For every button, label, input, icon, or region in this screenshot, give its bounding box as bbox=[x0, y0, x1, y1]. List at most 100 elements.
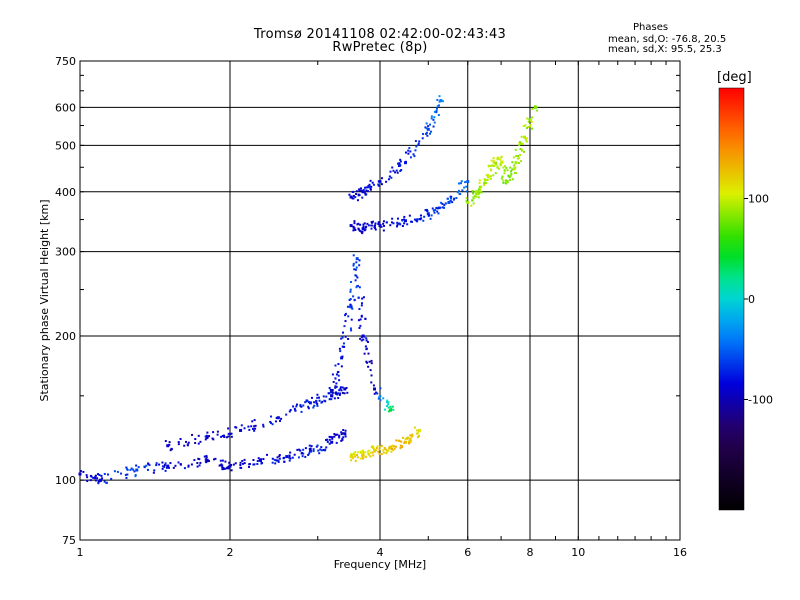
data-point bbox=[96, 477, 99, 480]
x-tick-label: 10 bbox=[571, 546, 585, 559]
data-point bbox=[494, 172, 497, 175]
data-point bbox=[155, 464, 158, 467]
data-point bbox=[357, 193, 360, 196]
data-point bbox=[367, 452, 370, 455]
data-point bbox=[372, 454, 375, 457]
data-point bbox=[399, 158, 402, 161]
data-point bbox=[348, 305, 351, 308]
data-point bbox=[378, 396, 381, 399]
data-point bbox=[370, 381, 373, 384]
data-point bbox=[361, 230, 364, 233]
data-point bbox=[472, 196, 475, 199]
data-point bbox=[369, 455, 372, 458]
data-point bbox=[416, 432, 419, 435]
data-point bbox=[473, 195, 476, 198]
data-point bbox=[253, 425, 256, 428]
data-point bbox=[365, 337, 368, 340]
data-point bbox=[477, 196, 480, 199]
data-point bbox=[471, 190, 474, 193]
data-point bbox=[386, 399, 389, 402]
data-point bbox=[335, 385, 338, 388]
data-point bbox=[386, 450, 389, 453]
data-point bbox=[505, 181, 508, 184]
data-point bbox=[477, 188, 480, 191]
data-point bbox=[152, 471, 155, 474]
data-point bbox=[514, 171, 517, 174]
data-point bbox=[516, 157, 519, 160]
data-point bbox=[346, 305, 349, 308]
data-point bbox=[508, 178, 511, 181]
data-point bbox=[342, 429, 345, 432]
data-point bbox=[383, 224, 386, 227]
data-point bbox=[163, 465, 166, 468]
data-point bbox=[355, 190, 358, 193]
data-point bbox=[509, 166, 512, 169]
data-point bbox=[466, 200, 470, 204]
data-point bbox=[487, 175, 490, 178]
data-point bbox=[511, 168, 514, 171]
data-point bbox=[519, 142, 522, 145]
data-point bbox=[408, 214, 411, 217]
data-point bbox=[350, 454, 353, 457]
data-point bbox=[355, 274, 358, 277]
data-point bbox=[500, 161, 503, 164]
data-point bbox=[256, 460, 259, 463]
data-point bbox=[414, 149, 417, 152]
data-point bbox=[441, 100, 444, 103]
data-point bbox=[350, 329, 353, 332]
data-point bbox=[363, 229, 366, 232]
data-point bbox=[438, 95, 441, 98]
data-point bbox=[309, 447, 312, 450]
data-point bbox=[403, 219, 407, 223]
data-point bbox=[511, 161, 514, 164]
data-point bbox=[283, 460, 286, 463]
data-point bbox=[377, 222, 380, 225]
data-point bbox=[232, 463, 235, 466]
data-point bbox=[167, 466, 170, 469]
data-point bbox=[345, 386, 348, 389]
data-point bbox=[288, 410, 291, 413]
data-point bbox=[206, 460, 209, 463]
y-tick-label: 300 bbox=[55, 246, 76, 259]
data-point bbox=[239, 428, 243, 432]
data-point bbox=[335, 382, 338, 385]
data-point bbox=[435, 206, 438, 209]
data-point bbox=[530, 119, 533, 122]
data-point bbox=[394, 445, 397, 448]
data-point bbox=[395, 169, 398, 172]
data-point bbox=[357, 228, 360, 231]
data-point bbox=[364, 345, 367, 348]
data-point bbox=[317, 396, 320, 399]
data-point bbox=[367, 224, 370, 227]
data-point bbox=[515, 172, 518, 175]
data-point bbox=[377, 397, 380, 400]
data-point bbox=[358, 189, 361, 192]
data-point bbox=[429, 217, 432, 220]
data-point bbox=[299, 449, 302, 452]
data-point bbox=[204, 438, 207, 441]
data-point bbox=[505, 179, 508, 182]
data-point bbox=[477, 193, 480, 196]
data-point bbox=[305, 400, 308, 403]
y-axis-label: Stationary phase Virtual Height [km] bbox=[38, 199, 51, 401]
data-point bbox=[360, 230, 363, 233]
data-point bbox=[280, 417, 283, 420]
data-point bbox=[430, 130, 433, 133]
data-point bbox=[410, 435, 413, 438]
colorbar bbox=[718, 87, 745, 511]
data-point bbox=[344, 312, 347, 315]
data-point bbox=[413, 155, 416, 158]
data-point bbox=[196, 462, 199, 465]
data-point bbox=[465, 190, 468, 193]
data-point bbox=[211, 437, 214, 440]
data-point bbox=[337, 392, 340, 395]
data-point bbox=[403, 222, 406, 225]
data-point bbox=[431, 207, 434, 210]
data-point bbox=[134, 475, 137, 478]
data-point bbox=[361, 334, 365, 338]
data-point bbox=[367, 186, 370, 189]
data-point bbox=[521, 142, 524, 145]
data-point bbox=[387, 178, 390, 181]
data-point bbox=[440, 201, 443, 204]
data-point bbox=[361, 453, 365, 457]
